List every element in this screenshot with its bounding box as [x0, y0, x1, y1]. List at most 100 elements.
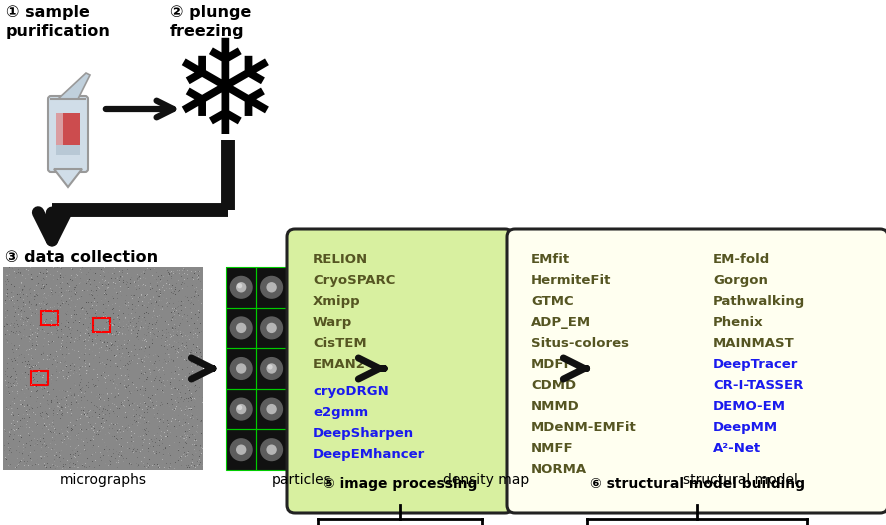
Text: NORMA: NORMA	[531, 463, 587, 476]
Ellipse shape	[480, 375, 497, 384]
Circle shape	[779, 259, 812, 293]
Text: micrographs: micrographs	[59, 473, 146, 487]
Circle shape	[703, 317, 737, 352]
Circle shape	[832, 310, 862, 341]
Circle shape	[633, 407, 665, 439]
Ellipse shape	[436, 320, 447, 332]
Circle shape	[641, 291, 666, 316]
Ellipse shape	[525, 354, 539, 381]
Ellipse shape	[466, 277, 486, 295]
Circle shape	[599, 303, 622, 327]
Circle shape	[839, 346, 857, 364]
Circle shape	[861, 406, 881, 425]
Circle shape	[826, 395, 851, 419]
Text: CryoSPARC: CryoSPARC	[313, 274, 395, 287]
Circle shape	[755, 291, 789, 324]
Text: MAINMAST: MAINMAST	[713, 337, 795, 350]
Text: ❄: ❄	[170, 34, 280, 161]
Ellipse shape	[529, 380, 544, 395]
Circle shape	[737, 397, 753, 413]
Circle shape	[804, 427, 839, 463]
Circle shape	[626, 404, 643, 422]
Ellipse shape	[505, 415, 518, 427]
Ellipse shape	[436, 450, 444, 463]
Circle shape	[685, 391, 710, 415]
Circle shape	[670, 333, 700, 363]
Circle shape	[804, 429, 839, 464]
Circle shape	[821, 357, 851, 386]
Circle shape	[861, 341, 880, 360]
Bar	[347, 267, 378, 308]
Circle shape	[850, 424, 882, 457]
Circle shape	[358, 363, 368, 374]
Circle shape	[835, 303, 860, 328]
Circle shape	[626, 338, 645, 357]
Circle shape	[853, 387, 884, 418]
Circle shape	[823, 292, 842, 310]
Circle shape	[826, 380, 859, 414]
Circle shape	[855, 377, 874, 397]
Text: HermiteFit: HermiteFit	[531, 274, 611, 287]
Circle shape	[727, 270, 749, 291]
Circle shape	[755, 423, 789, 458]
Circle shape	[860, 276, 879, 294]
Circle shape	[687, 369, 711, 395]
Ellipse shape	[439, 364, 459, 384]
Circle shape	[596, 300, 632, 334]
Ellipse shape	[455, 350, 472, 374]
Circle shape	[843, 447, 859, 464]
Circle shape	[596, 430, 624, 458]
Text: Warp: Warp	[313, 316, 353, 329]
Bar	[317, 267, 347, 308]
Circle shape	[715, 383, 748, 416]
Circle shape	[825, 277, 859, 310]
Text: CDMD: CDMD	[531, 379, 576, 392]
Circle shape	[229, 397, 253, 421]
Circle shape	[851, 291, 876, 317]
Bar	[347, 308, 378, 348]
Circle shape	[863, 438, 882, 458]
Circle shape	[837, 398, 855, 416]
Bar	[347, 429, 378, 470]
Circle shape	[668, 289, 700, 321]
Circle shape	[785, 350, 804, 369]
Ellipse shape	[462, 436, 482, 452]
Circle shape	[853, 321, 874, 342]
Ellipse shape	[478, 392, 498, 412]
Circle shape	[836, 447, 859, 471]
Circle shape	[788, 276, 815, 304]
Circle shape	[820, 341, 850, 372]
Ellipse shape	[495, 300, 509, 308]
Circle shape	[640, 422, 660, 442]
Circle shape	[857, 359, 886, 387]
Circle shape	[806, 438, 839, 470]
Circle shape	[762, 404, 780, 421]
Circle shape	[628, 348, 657, 375]
Circle shape	[625, 414, 656, 445]
Circle shape	[358, 323, 368, 333]
Ellipse shape	[452, 348, 470, 360]
Circle shape	[797, 412, 822, 438]
Circle shape	[603, 329, 635, 361]
Circle shape	[598, 402, 620, 424]
Circle shape	[781, 317, 802, 338]
Circle shape	[605, 381, 641, 416]
Circle shape	[750, 349, 774, 373]
Circle shape	[857, 343, 882, 369]
Circle shape	[705, 348, 726, 369]
Circle shape	[860, 383, 882, 404]
Circle shape	[852, 440, 879, 467]
Circle shape	[789, 337, 825, 372]
Circle shape	[830, 436, 851, 456]
Ellipse shape	[476, 292, 494, 303]
Circle shape	[824, 334, 853, 363]
Ellipse shape	[534, 396, 554, 413]
Circle shape	[816, 338, 844, 365]
Ellipse shape	[449, 425, 462, 442]
Circle shape	[291, 276, 314, 299]
Ellipse shape	[435, 394, 443, 413]
Ellipse shape	[529, 330, 546, 345]
Circle shape	[857, 427, 885, 456]
Circle shape	[750, 426, 785, 460]
Circle shape	[728, 350, 758, 379]
